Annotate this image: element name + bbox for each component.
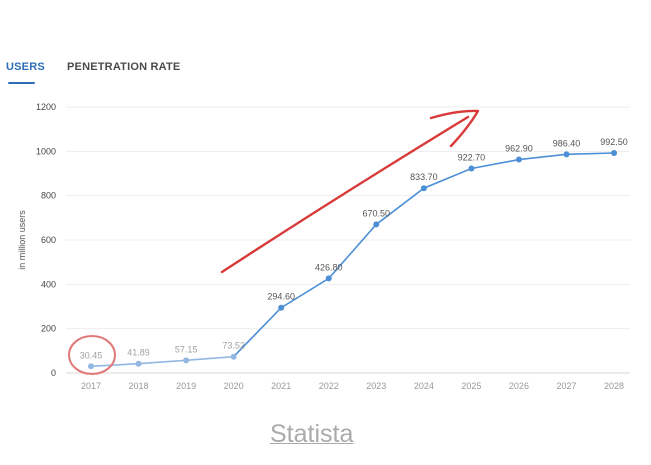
gridlines	[66, 106, 630, 374]
y-tick-label: 200	[41, 324, 56, 334]
data-label: 30.45	[80, 350, 103, 360]
y-axis-label: in million users	[17, 210, 27, 270]
data-point	[278, 304, 285, 311]
x-tick-label: 2023	[366, 381, 386, 391]
x-tick-label: 2026	[509, 381, 529, 391]
y-tick-label: 800	[41, 191, 56, 201]
data-point	[325, 275, 332, 282]
annotation-arrow-shaft	[220, 115, 470, 274]
y-tick-label: 1000	[36, 146, 56, 156]
tab-penetration-rate[interactable]: PENETRATION RATE	[67, 61, 181, 73]
data-point	[183, 357, 190, 364]
active-tab-indicator	[8, 82, 35, 84]
annotation-arrow-head	[429, 109, 480, 148]
x-tick-label: 2024	[414, 381, 434, 391]
tab-users[interactable]: USERS	[6, 61, 45, 73]
series-line-forecast	[233, 152, 615, 358]
data-point	[563, 151, 570, 158]
data-label: 992.50	[600, 137, 628, 147]
data-points	[88, 149, 618, 370]
x-tick-label: 2020	[224, 381, 244, 391]
y-axis-ticks: 0 200 400 600 800 1000 1200	[36, 102, 56, 378]
data-label: 833.70	[410, 172, 438, 182]
data-labels: 30.45 41.89 57.15 73.52 294.60 426.80 670.50 83…	[80, 137, 628, 360]
data-label: 922.70	[458, 152, 486, 162]
data-label: 986.40	[553, 138, 581, 148]
x-tick-label: 2022	[319, 381, 339, 391]
y-tick-label: 0	[51, 368, 56, 378]
data-point	[373, 221, 380, 228]
hand-drawn-annotations	[68, 109, 480, 375]
data-point	[420, 185, 427, 192]
series-line-historic	[90, 355, 234, 368]
data-label: 294.60	[267, 292, 295, 302]
x-tick-label: 2017	[81, 381, 101, 391]
data-point	[230, 353, 237, 360]
x-tick-label: 2027	[556, 381, 576, 391]
data-label: 57.15	[175, 344, 198, 354]
series-lines	[90, 152, 615, 368]
annotation-circle	[68, 335, 116, 375]
data-point	[611, 149, 618, 156]
y-tick-label: 600	[41, 235, 56, 245]
data-label: 962.90	[505, 144, 533, 154]
x-axis-ticks: 2017 2018 2019 2020 2021 2022 2023 2024 2025 2026…	[81, 381, 624, 391]
data-point	[515, 156, 522, 163]
x-tick-label: 2021	[271, 381, 291, 391]
data-point	[135, 360, 142, 367]
x-tick-label: 2018	[129, 381, 149, 391]
tab-bar: USERS PENETRATION RATE	[0, 58, 651, 84]
y-tick-label: 400	[41, 279, 56, 289]
data-point	[88, 363, 94, 370]
x-tick-label: 2019	[176, 381, 196, 391]
x-tick-label: 2028	[604, 381, 624, 391]
data-label: 670.50	[363, 208, 391, 218]
data-label: 73.52	[222, 341, 245, 351]
data-point	[468, 165, 475, 172]
y-tick-label: 1200	[36, 102, 56, 112]
statista-source-link[interactable]: Statista	[270, 420, 354, 448]
data-label: 426.80	[315, 262, 343, 272]
x-tick-label: 2025	[461, 381, 481, 391]
data-label: 41.89	[127, 348, 150, 358]
